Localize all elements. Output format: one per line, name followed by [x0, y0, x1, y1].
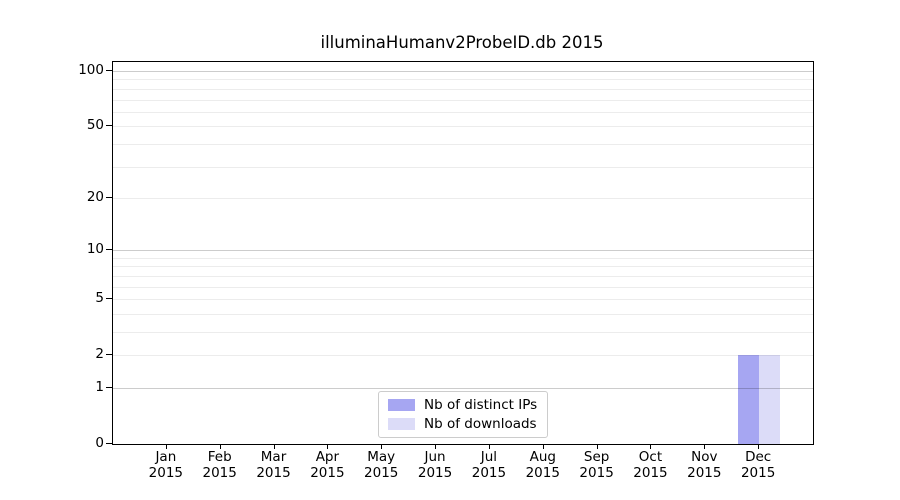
minor-gridline: [113, 79, 813, 81]
minor-gridline: [113, 275, 813, 277]
x-tick-label-year: 2015: [417, 464, 453, 481]
y-tick-mark: [106, 249, 112, 251]
x-tick-label: Apr 2015: [297, 449, 357, 481]
minor-gridline: [113, 286, 813, 288]
x-tick-label-month: Sep: [583, 449, 610, 465]
x-tick-label-month: Jun: [424, 449, 446, 465]
x-tick-mark: [435, 444, 437, 449]
minor-gridline: [113, 355, 813, 357]
major-gridline: [113, 71, 813, 73]
y-tick-mark: [106, 443, 112, 444]
minor-gridline: [113, 99, 813, 101]
y-tick-label: 100: [78, 62, 104, 79]
x-tick-mark: [596, 444, 598, 449]
legend: Nb of distinct IPs Nb of downloads: [378, 391, 548, 438]
x-tick-mark: [219, 444, 221, 449]
bar-nb-of-downloads-dec: [759, 355, 781, 444]
x-tick-label-month: Apr: [315, 449, 340, 465]
x-tick-label-month: Mar: [260, 449, 287, 465]
x-tick-label-year: 2015: [579, 464, 614, 481]
minor-gridline: [113, 143, 813, 145]
x-tick-label-year: 2015: [148, 464, 184, 481]
x-tick-label: Jan 2015: [136, 449, 196, 481]
y-tick-label: 10: [86, 241, 104, 258]
minor-gridline: [113, 257, 813, 259]
x-tick-label-year: 2015: [740, 464, 776, 481]
x-tick-mark: [488, 444, 490, 449]
y-tick-label: 20: [86, 188, 104, 205]
y-tick-label: 5: [95, 290, 104, 307]
y-tick-label: 1: [95, 378, 104, 395]
x-tick-label: Nov 2015: [674, 449, 734, 481]
legend-swatch-nb-of-downloads: [388, 418, 415, 430]
x-tick-label-month: Dec: [745, 449, 772, 465]
x-tick-label-month: Jan: [155, 449, 177, 465]
x-tick-mark: [165, 444, 167, 449]
legend-label: Nb of downloads: [424, 416, 537, 432]
y-tick-label: 0: [95, 435, 104, 451]
legend-item-nb-of-downloads: Nb of downloads: [388, 416, 538, 432]
x-tick-label-year: 2015: [633, 464, 668, 481]
major-gridline: [113, 250, 813, 252]
x-tick-mark: [273, 444, 275, 449]
x-tick-label-year: 2015: [256, 464, 291, 481]
x-tick-label-month: Jul: [480, 449, 498, 465]
legend-swatch-nb-of-distinct-ips: [388, 399, 415, 411]
legend-label: Nb of distinct IPs: [424, 397, 538, 413]
x-tick-label-month: May: [367, 449, 396, 465]
x-tick-label: Sep 2015: [567, 449, 627, 481]
x-tick-label-month: Feb: [207, 449, 232, 465]
legend-item-nb-of-distinct-ips: Nb of distinct IPs: [388, 397, 538, 413]
minor-gridline: [113, 111, 813, 113]
x-tick-label-year: 2015: [687, 464, 722, 481]
x-tick-mark: [758, 444, 760, 449]
x-tick-label-year: 2015: [202, 464, 237, 481]
bar-nb-of-distinct-ips-dec: [738, 355, 760, 444]
x-tick-label-year: 2015: [471, 464, 507, 481]
major-gridline: [113, 387, 813, 389]
x-tick-label: Jul 2015: [459, 449, 519, 481]
minor-gridline: [113, 331, 813, 333]
y-tick-label: 2: [95, 346, 104, 363]
x-tick-label-year: 2015: [364, 464, 399, 481]
y-tick-mark: [106, 125, 112, 127]
x-tick-label: Feb 2015: [190, 449, 250, 481]
x-tick-label: Aug 2015: [513, 449, 573, 481]
y-tick-mark: [106, 196, 112, 198]
x-tick-label: Jun 2015: [405, 449, 465, 481]
x-tick-label: Oct 2015: [620, 449, 680, 481]
x-tick-mark: [650, 444, 652, 449]
minor-gridline: [113, 88, 813, 90]
x-tick-label: Mar 2015: [244, 449, 304, 481]
minor-gridline: [113, 313, 813, 315]
x-tick-label: May 2015: [351, 449, 411, 481]
x-tick-label-month: Nov: [691, 449, 718, 465]
x-tick-mark: [381, 444, 383, 449]
x-tick-mark: [542, 444, 544, 449]
chart-title: illuminaHumanv2ProbeID.db 2015: [320, 33, 604, 52]
x-tick-mark: [704, 444, 706, 449]
minor-gridline: [113, 166, 813, 168]
minor-gridline: [113, 197, 813, 199]
minor-gridline: [113, 299, 813, 301]
y-tick-mark: [106, 70, 112, 72]
x-tick-label-year: 2015: [525, 464, 560, 481]
y-tick-mark: [106, 354, 112, 356]
plot-area: [112, 61, 814, 445]
x-tick-label-year: 2015: [310, 464, 345, 481]
x-tick-label-month: Aug: [529, 449, 556, 465]
minor-gridline: [113, 266, 813, 268]
x-tick-mark: [327, 444, 329, 449]
x-tick-label: Dec 2015: [728, 449, 788, 481]
minor-gridline: [113, 126, 813, 128]
y-tick-mark: [106, 298, 112, 300]
x-tick-label-month: Oct: [638, 449, 663, 465]
y-tick-mark: [106, 386, 112, 388]
y-tick-label: 50: [86, 117, 104, 134]
